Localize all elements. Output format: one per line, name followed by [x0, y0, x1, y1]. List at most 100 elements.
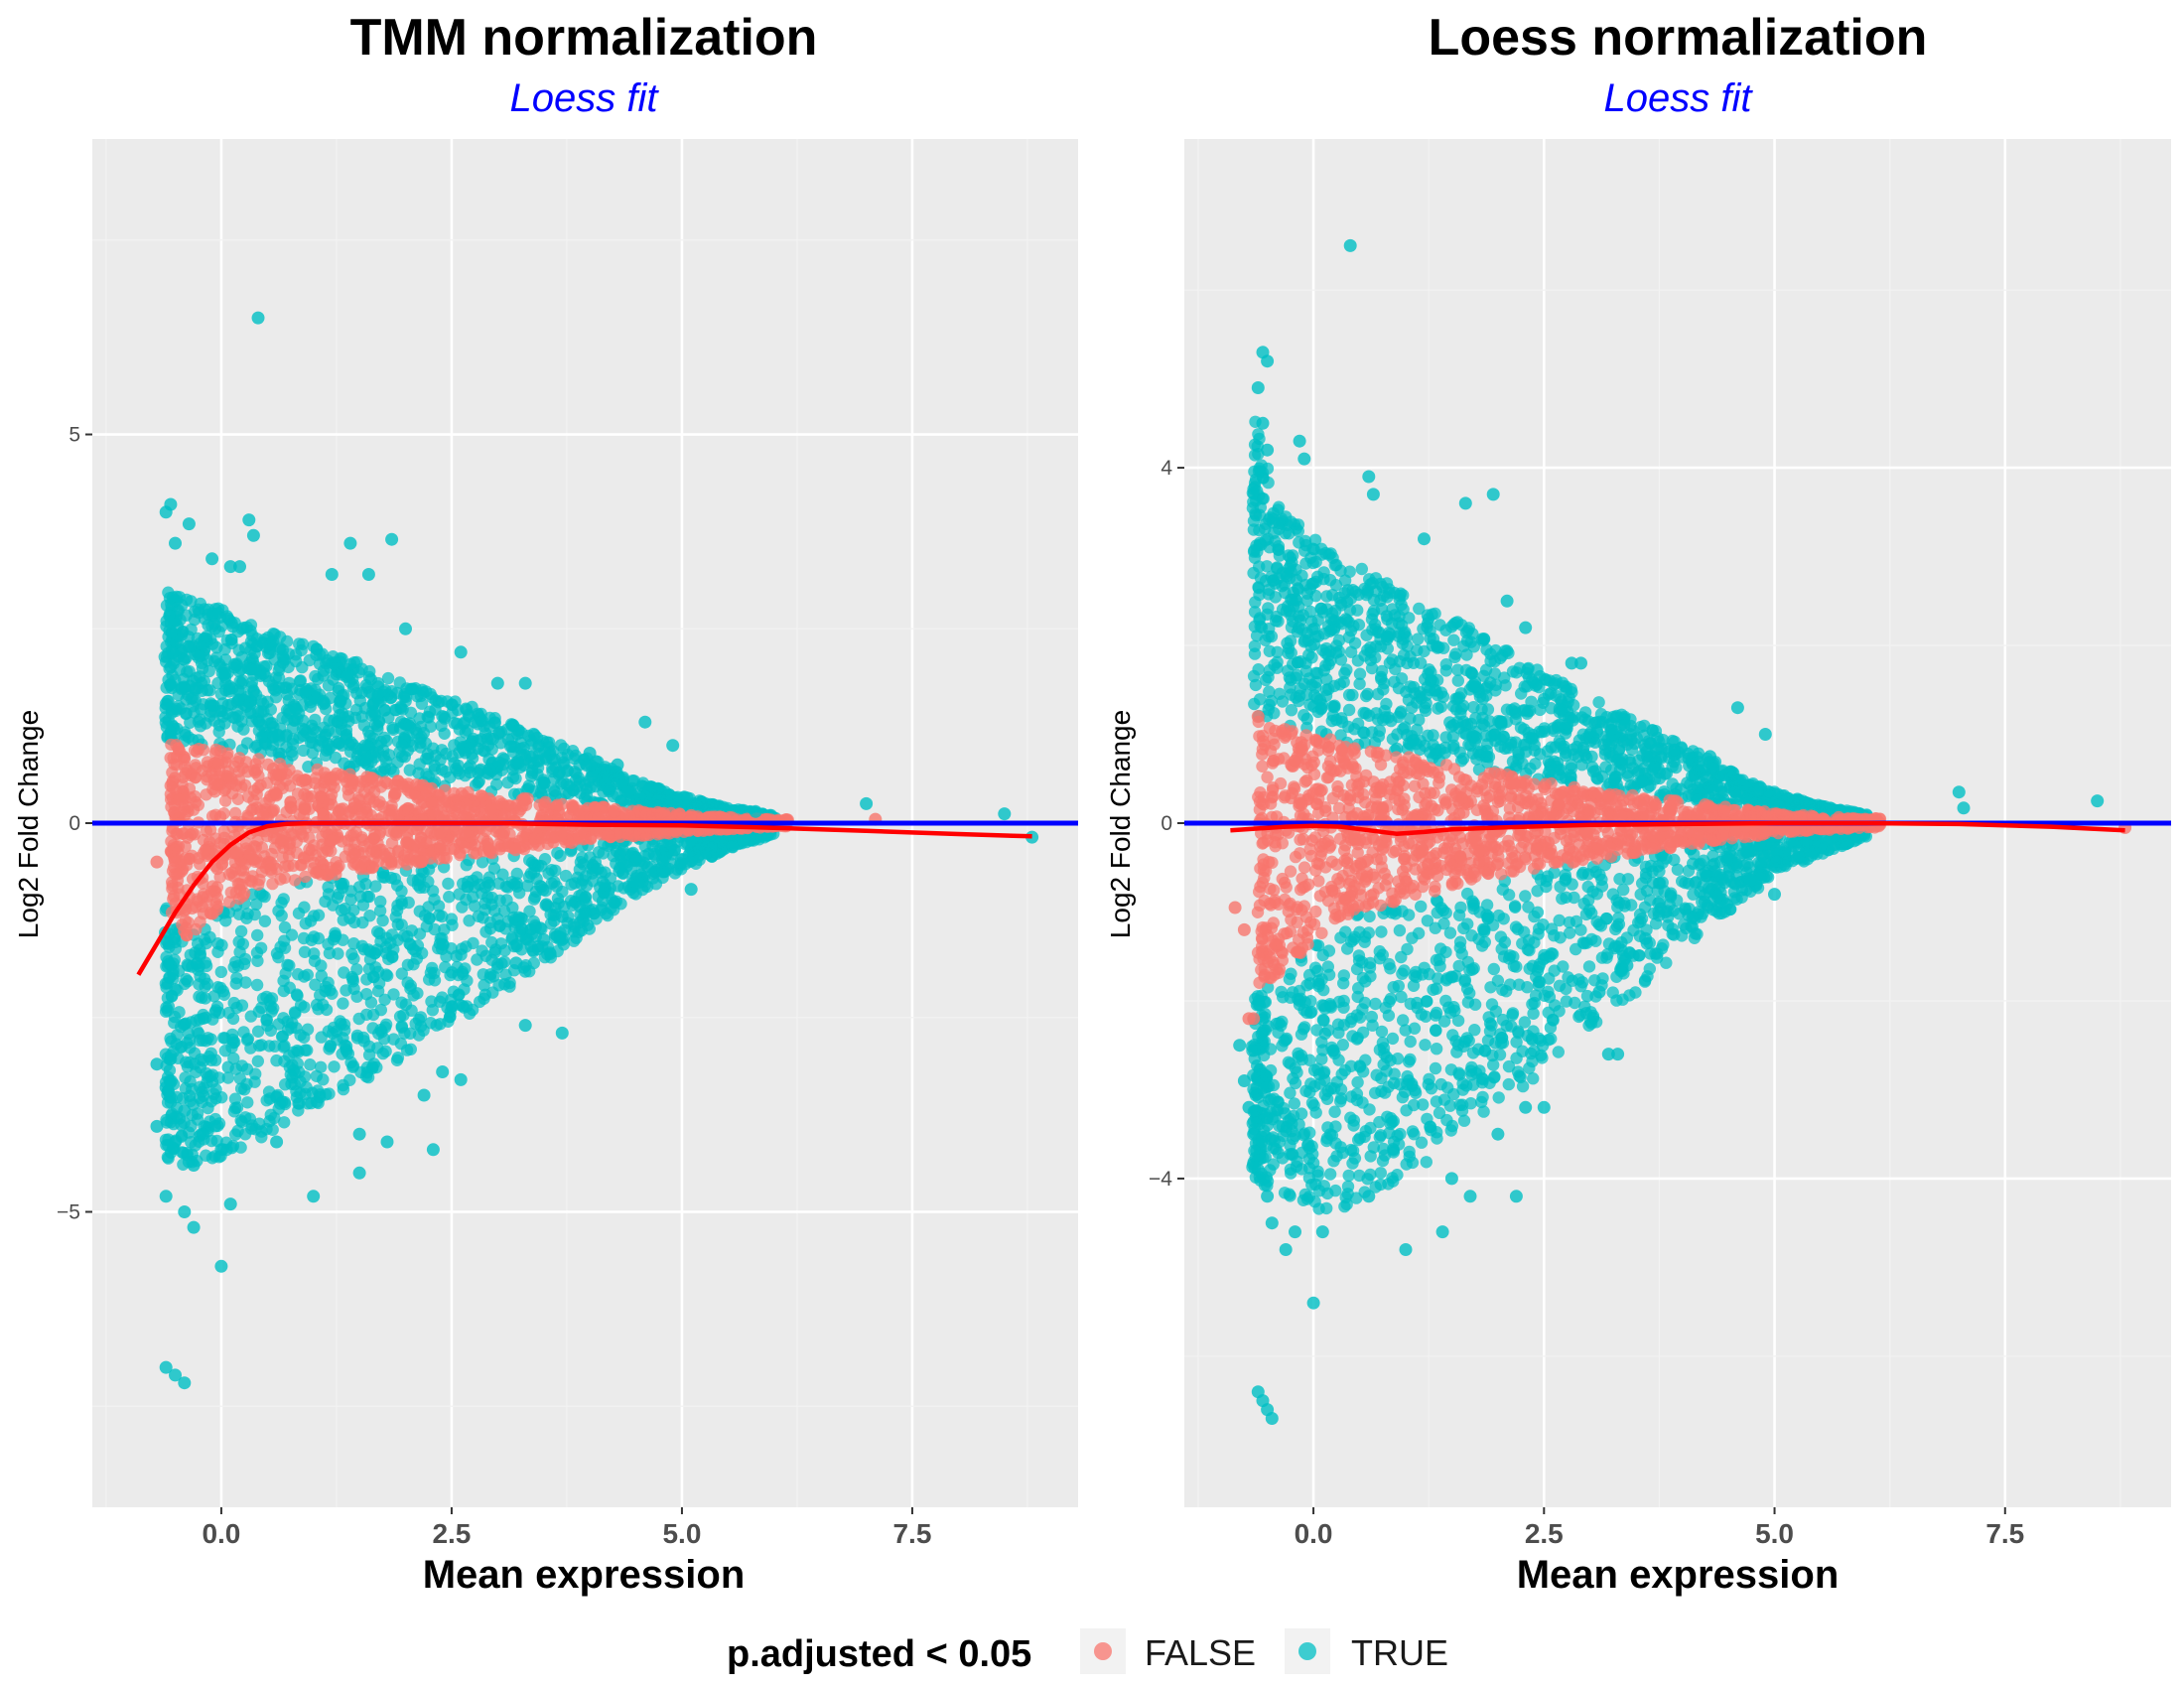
point-true: [243, 706, 256, 720]
point-true: [395, 1021, 408, 1035]
point-true: [248, 647, 261, 660]
point-true: [368, 709, 381, 722]
point-true: [533, 880, 547, 893]
point-true: [278, 1055, 291, 1068]
point-true: [232, 710, 245, 723]
point-false: [168, 853, 182, 866]
point-true: [242, 513, 256, 527]
point-true: [208, 705, 221, 718]
point-true: [485, 891, 498, 905]
point-true: [244, 1010, 257, 1023]
point-true: [684, 883, 698, 897]
point-true: [208, 1112, 222, 1126]
point-true: [391, 686, 404, 700]
point-true: [168, 1010, 182, 1024]
point-true: [344, 885, 357, 898]
point-false: [354, 807, 368, 820]
point-true: [436, 991, 449, 1004]
point-true: [436, 910, 449, 923]
point-true: [163, 592, 177, 605]
point-true: [194, 649, 206, 662]
point-true: [343, 1073, 356, 1087]
point-true: [552, 897, 565, 910]
point-true: [427, 742, 440, 755]
point-true: [397, 1009, 410, 1022]
point-true: [382, 711, 395, 724]
point-true: [466, 1003, 479, 1017]
point-false: [189, 771, 203, 783]
point-true: [159, 505, 173, 519]
point-true: [187, 1159, 201, 1172]
point-true: [223, 1197, 237, 1211]
point-true: [348, 711, 362, 725]
point-true: [1430, 1043, 1443, 1055]
point-true: [1497, 913, 1510, 925]
point-true: [416, 686, 430, 699]
y-tick-label: 5: [68, 424, 80, 447]
point-true: [479, 925, 492, 938]
point-true: [542, 736, 556, 749]
point-true: [860, 796, 874, 810]
point-true: [320, 980, 333, 994]
point-false: [270, 788, 283, 801]
point-true: [174, 663, 187, 676]
point-true: [185, 595, 198, 608]
point-true: [175, 629, 189, 641]
point-true: [436, 1065, 450, 1078]
point-true: [518, 1019, 532, 1033]
point-true: [373, 905, 387, 917]
point-true: [526, 767, 539, 779]
point-true: [374, 1003, 387, 1017]
point-false: [311, 763, 324, 776]
point-false: [217, 831, 231, 844]
point-true: [298, 1070, 312, 1083]
y-tick-label: −5: [57, 1200, 80, 1223]
point-true: [296, 637, 310, 650]
point-true: [453, 888, 466, 901]
point-true: [583, 747, 597, 760]
point-true: [291, 968, 305, 981]
point-true: [325, 568, 339, 581]
point-true: [411, 874, 425, 887]
point-true: [265, 1005, 278, 1018]
point-true: [496, 868, 509, 881]
point-false: [454, 846, 467, 859]
chart-subtitle: Loess fit: [510, 76, 660, 120]
point-true: [490, 676, 504, 690]
point-true: [413, 758, 426, 771]
point-true: [1547, 1014, 1560, 1027]
point-true: [241, 1033, 255, 1046]
point-true: [521, 879, 534, 893]
point-true: [245, 1119, 259, 1132]
point-true: [548, 876, 561, 889]
point-true: [165, 681, 179, 695]
point-false: [347, 847, 360, 861]
point-true: [299, 1087, 312, 1101]
point-true: [501, 881, 514, 894]
point-true: [231, 1124, 244, 1138]
point-true: [164, 617, 178, 630]
point-true: [514, 742, 527, 756]
point-false: [167, 890, 181, 903]
point-true: [509, 772, 522, 785]
point-false: [201, 890, 214, 903]
point-true: [283, 981, 296, 994]
x-axis-ticks: 0.0 2.5 5.0 7.5: [202, 1507, 931, 1549]
point-true: [998, 807, 1012, 821]
point-true: [399, 622, 412, 635]
point-true: [308, 947, 321, 960]
point-false: [357, 855, 370, 869]
point-true: [361, 568, 375, 581]
point-false: [330, 856, 342, 869]
point-false: [410, 777, 423, 791]
point-true: [364, 673, 377, 686]
point-false: [498, 801, 511, 814]
point-true: [478, 745, 491, 758]
point-false: [608, 805, 620, 818]
point-true: [251, 1055, 264, 1068]
point-true: [501, 723, 514, 736]
point-true: [315, 959, 328, 972]
point-true: [391, 899, 404, 913]
point-true: [309, 978, 322, 991]
point-true: [196, 1127, 209, 1141]
